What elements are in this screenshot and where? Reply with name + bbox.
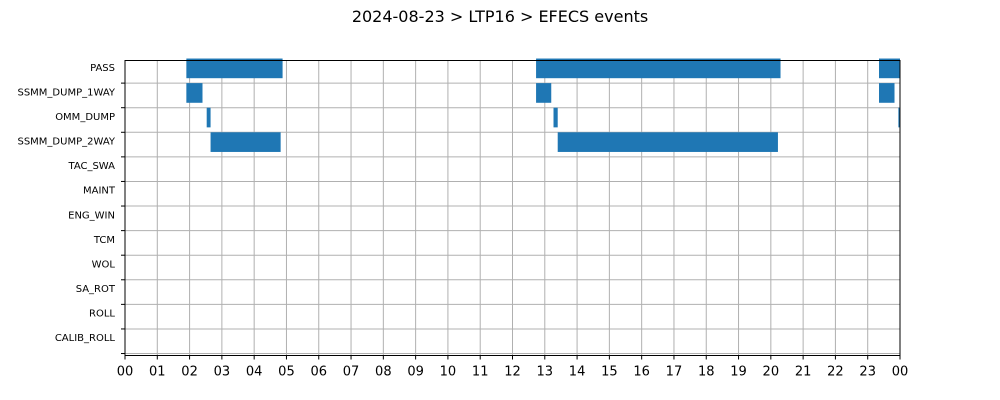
x-tick-label: 02: [181, 365, 198, 380]
event-bar-pass: [186, 58, 283, 79]
x-tick-label: 03: [214, 365, 231, 380]
x-tick-label: 08: [375, 365, 392, 380]
y-axis-ticks: PASS SSMM_DUMP_1WAY OMM_DUMP SSMM_DUMP_2WAY…: [17, 63, 125, 355]
x-tick-label: 19: [730, 365, 747, 380]
x-tick-label: 15: [601, 365, 618, 380]
y-tick-label: SSMM_DUMP_1WAY: [17, 87, 115, 98]
event-bar-ssmm-dump-2way: [210, 132, 281, 152]
x-tick-label: 00: [117, 365, 134, 380]
y-tick-label: CALIB_ROLL: [55, 333, 116, 344]
y-tick-label: PASS: [90, 63, 115, 74]
event-bar-pass: [879, 58, 900, 79]
y-tick-label: WOL: [92, 259, 116, 270]
x-tick-label: 23: [859, 365, 876, 380]
x-tick-label: 21: [795, 365, 812, 380]
x-tick-label: 06: [310, 365, 327, 380]
x-axis-ticks: 00 01 02 03 04 05 06 07 08 09 10 11 12 13 14 15 16 17 18 19…: [117, 355, 909, 380]
x-tick-label: 17: [666, 365, 683, 380]
x-tick-label: 10: [440, 365, 457, 380]
x-tick-label: 04: [246, 365, 263, 380]
y-tick-label: OMM_DUMP: [55, 112, 115, 123]
x-tick-label: 07: [343, 365, 360, 380]
event-bar-pass: [536, 58, 781, 79]
event-bar-omm-dump: [206, 107, 211, 128]
x-tick-label: 16: [633, 365, 650, 380]
y-tick-label: ROLL: [89, 309, 115, 320]
x-tick-label: 14: [569, 365, 586, 380]
grid-lines: [124, 60, 901, 356]
x-tick-label: 00: [892, 365, 909, 380]
y-tick-label: SSMM_DUMP_2WAY: [17, 137, 115, 148]
x-tick-label: 22: [827, 365, 844, 380]
x-tick-label: 18: [698, 365, 715, 380]
y-tick-label: ENG_WIN: [68, 210, 115, 221]
x-tick-label: 11: [472, 365, 489, 380]
event-bar-ssmm-dump-1way: [186, 83, 203, 103]
x-tick-label: 09: [407, 365, 424, 380]
y-tick-label: TAC_SWA: [67, 161, 115, 172]
y-tick-label: TCM: [93, 235, 115, 246]
y-tick-label: MAINT: [83, 186, 116, 197]
x-tick-label: 01: [149, 365, 166, 380]
event-bar-omm-dump: [553, 107, 558, 128]
y-tick-label: SA_ROT: [76, 284, 116, 295]
event-bars: [186, 58, 900, 152]
x-tick-label: 13: [537, 365, 554, 380]
x-tick-label: 20: [763, 365, 780, 380]
x-tick-label: 05: [278, 365, 295, 380]
chart-title: 2024-08-23 > LTP16 > EFECS events: [352, 7, 648, 26]
event-bar-ssmm-dump-1way: [879, 83, 895, 103]
event-bar-ssmm-dump-1way: [536, 83, 552, 103]
x-tick-label: 12: [504, 365, 521, 380]
event-bar-ssmm-dump-2way: [557, 132, 778, 152]
event-bar-omm-dump: [898, 107, 900, 128]
